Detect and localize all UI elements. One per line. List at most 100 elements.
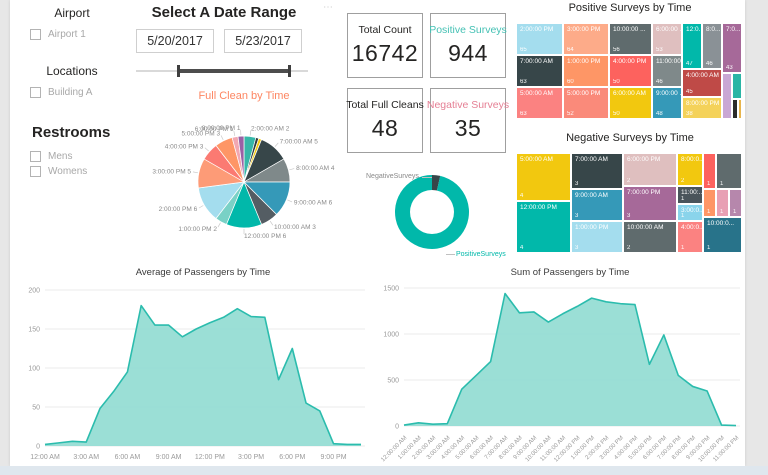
checkbox-mens[interactable]: Mens [30,151,134,162]
treemap-cell[interactable]: 1:00:00 PM 3 [571,221,623,253]
treemap-cell[interactable]: 1 [703,153,716,189]
svg-text:5:00:00 PM 3: 5:00:00 PM 3 [181,131,220,138]
checkbox-icon[interactable] [30,166,41,177]
treemap-cell[interactable]: 6:00:00 AM 50 [609,87,652,119]
svg-text:8:00:00 AM 4: 8:00:00 AM 4 [296,165,335,172]
positive-surveys-treemap[interactable]: Positive Surveys by Time 2:00:00 PM 65 3:0… [516,2,744,121]
leader-line [422,177,432,178]
treemap-cell[interactable]: 10:00:00 ... 56 [609,23,652,55]
date-range-slider[interactable] [136,63,312,79]
svg-text:3:00 AM: 3:00 AM [73,454,99,461]
treemap-cell[interactable]: 3:00:00 PM 64 [563,23,609,55]
svg-text:50: 50 [32,405,40,412]
treemap-cell[interactable]: 5:00:00 PM 52 [563,87,609,119]
slider-handle-end[interactable] [288,65,291,77]
treemap-cell[interactable]: 4:00:00 AM 45 [682,69,722,97]
checkbox-womens[interactable]: Womens [30,166,134,177]
checkbox-icon[interactable] [30,29,41,40]
treemap-cell[interactable] [732,73,742,99]
checkbox-building-a[interactable]: Building A [30,87,134,98]
treemap-cell[interactable]: 1 [716,189,729,217]
treemap-cell[interactable]: 1:00:00 PM 60 [563,55,609,87]
treemap-cell[interactable]: 4:00:00 PM 50 [609,55,652,87]
checkbox-icon[interactable] [30,87,41,98]
svg-text:9:00 PM: 9:00 PM [320,454,346,461]
pie-slice[interactable] [237,135,245,183]
svg-text:6:00:00 PM 1: 6:00:00 PM 1 [195,126,234,133]
sum-area-svg[interactable]: Sum of Passengers by Time05001000150012:… [372,262,744,466]
surveys-donut-chart[interactable]: NegativeSurveys PositiveSurveys [360,163,518,265]
svg-text:12:00 PM: 12:00 PM [195,454,225,461]
more-options-icon[interactable]: ⋯ [323,2,334,13]
donut-svg[interactable] [360,163,518,265]
svg-text:4:00:00 PM 3: 4:00:00 PM 3 [165,143,204,150]
svg-text:6:00 PM: 6:00 PM [279,454,305,461]
treemap-cell[interactable]: 9:00:00 ...48 [652,87,682,119]
treemap-cell[interactable]: 7:00:00 AM 3 [571,153,623,189]
donut-label-positive: PositiveSurveys [456,251,506,258]
svg-text:100: 100 [28,366,40,373]
negative-surveys-treemap[interactable]: Negative Surveys by Time 5:00:00 AM 4 12:0… [516,132,744,256]
treemap-title: Negative Surveys by Time [566,132,694,144]
treemap-cell[interactable]: 6:00:00 ...53 [652,23,682,55]
kpi-card-negative-surveys: Negative Surveys 35 [427,88,509,153]
treemap-cell[interactable]: 2:00:00 PM 65 [516,23,563,55]
treemap-cell[interactable] [732,99,738,119]
svg-text:1000: 1000 [383,332,399,339]
date-slicer-title: Select A Date Range [151,4,297,21]
avg-area-svg[interactable]: Average of Passengers by Time 0 50 100 150 20… [15,262,367,464]
treemap-cell[interactable]: 12:00:00 PM 4 [516,201,571,253]
treemap-cell[interactable]: 3:00:0... 1 [677,204,703,221]
full-clean-pie-chart[interactable]: Full Clean by Time 2:00:00 AM 2 7:00:00 A… [140,90,348,258]
treemap-title: Positive Surveys by Time [568,2,692,14]
treemap-cell[interactable]: 6:00:00 PM 2 [623,153,677,186]
svg-text:2:00:00 PM 6: 2:00:00 PM 6 [159,206,198,213]
donut-label-negative: NegativeSurveys [366,173,419,180]
svg-text:150: 150 [28,327,40,334]
treemap-cell[interactable]: 8:0... 46 [702,23,722,69]
treemap-cell[interactable]: 5:00:00 AM 63 [516,87,563,119]
sum-passengers-area-chart[interactable]: Sum of Passengers by Time 0 500 1000 1500 12:… [372,262,744,466]
kpi-card-positive-surveys: Positive Surveys 944 [429,13,507,78]
treemap-cell[interactable]: 11:00:... 1 [677,186,703,204]
svg-text:0: 0 [36,444,40,451]
svg-text:200: 200 [28,288,40,295]
treemap-cell[interactable] [722,73,732,119]
treemap-cell[interactable]: 8:00:00 PM 38 [682,97,722,119]
treemap-cell[interactable]: 1 [729,189,742,217]
checkbox-airport-1[interactable]: Airport 1 [30,29,134,40]
svg-text:500: 500 [387,378,399,385]
treemap-cell[interactable]: 8:00:0... 2 [677,153,703,186]
area-line [44,304,361,446]
slider-handle-start[interactable] [177,65,180,77]
treemap-cell[interactable]: 12:0...47 [682,23,702,69]
treemap-cell[interactable]: 11:00:00...46 [652,55,682,87]
filter-group-restrooms: Restrooms Mens Womens [24,124,134,177]
svg-text:9:00 AM: 9:00 AM [156,454,182,461]
treemap-cell[interactable]: 7:00:00 AM 63 [516,55,563,87]
pie-svg[interactable]: 2:00:00 AM 2 7:00:00 AM 5 8:00:00 AM 4 9:00… [140,102,348,254]
date-end-input[interactable]: 5/23/2017 [224,29,302,53]
treemap-cell[interactable] [738,99,742,119]
treemap-cell[interactable]: 7:0... 43 [722,23,742,73]
svg-text:3:00 PM: 3:00 PM [238,454,264,461]
treemap-cell[interactable]: 1 [703,189,716,217]
date-start-input[interactable]: 5/20/2017 [136,29,214,53]
treemap-cell[interactable]: 4:00:0... 1 [677,221,703,253]
filter-title-locations: Locations [46,64,98,78]
avg-passengers-area-chart[interactable]: Average of Passengers by Time 0 50 100 150 20… [15,262,367,464]
treemap-cell[interactable]: 5:00:00 AM 4 [516,153,571,201]
treemap-cell[interactable]: 9:00:00 AM 3 [571,189,623,221]
treemap-cell[interactable]: 10:00:00 AM 2 [623,221,677,253]
slider-selected-range[interactable] [178,69,290,73]
area-fill[interactable] [45,305,361,446]
leader-line [446,254,455,255]
area-fill[interactable] [404,293,736,426]
checkbox-icon[interactable] [30,151,41,162]
treemap-cell[interactable]: 1 [716,153,742,189]
treemap-cell[interactable]: 7:00:00 PM 3 [623,186,677,221]
svg-text:1:00:00 PM 2: 1:00:00 PM 2 [178,226,217,233]
svg-text:Average of Passengers by Time: Average of Passengers by Time [136,267,270,278]
svg-text:1500: 1500 [383,286,399,293]
treemap-cell[interactable]: 10:00:0... 1 [703,217,742,253]
